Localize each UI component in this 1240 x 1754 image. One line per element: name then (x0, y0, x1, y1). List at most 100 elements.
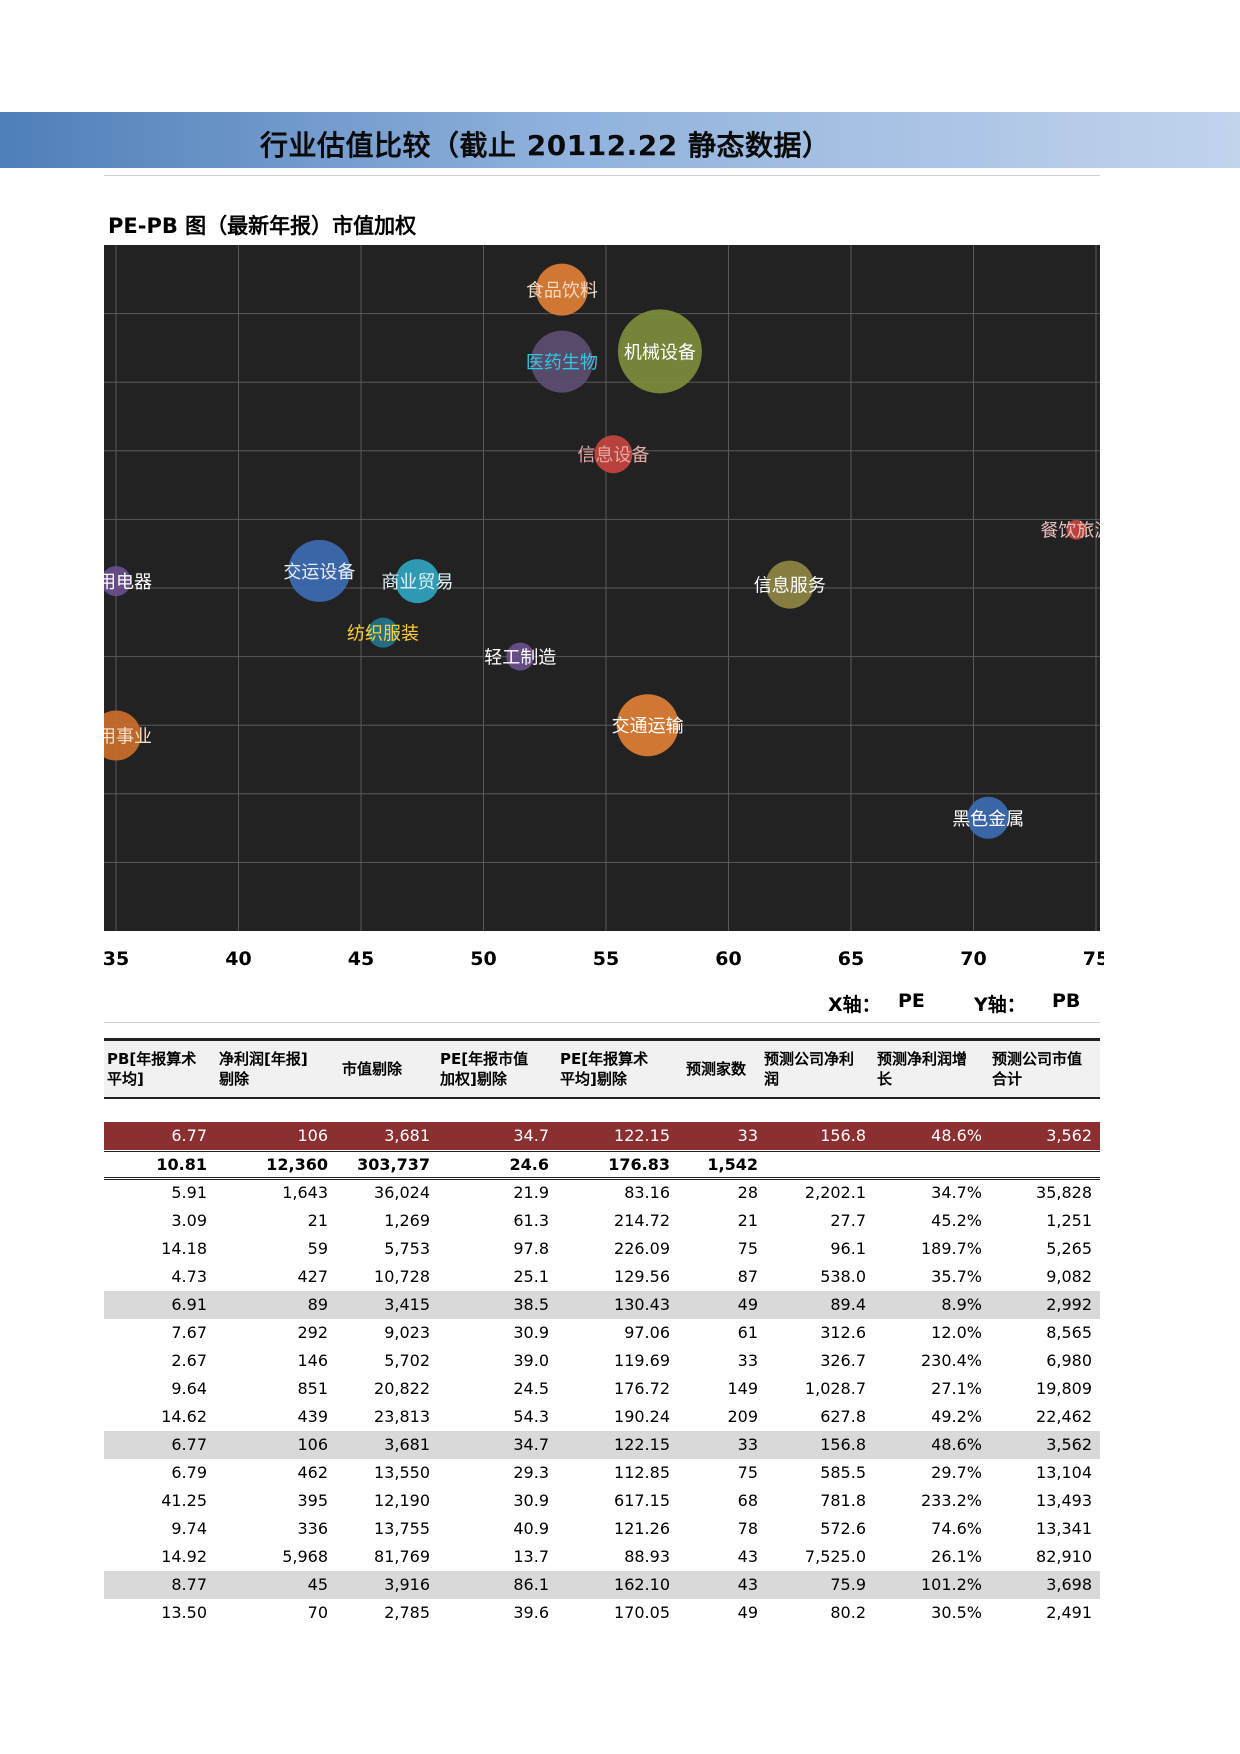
table-cell: 122.15 (614, 1435, 670, 1454)
bubble-7[interactable] (395, 559, 440, 604)
bubble-6[interactable] (288, 539, 351, 602)
table-cell: 41.25 (161, 1491, 207, 1510)
title-band (0, 112, 1240, 168)
table-cell: 24.5 (513, 1379, 549, 1398)
table-cell: 8.9% (941, 1295, 982, 1314)
table-cell: 21 (307, 1211, 328, 1230)
bubble-4[interactable] (1066, 519, 1087, 540)
divider (104, 175, 1100, 176)
column-header[interactable]: 净利润[年报] 剔除 (219, 1049, 308, 1089)
bubble-label-6: 交运设备 (283, 562, 355, 583)
table-cell: 5,265 (1046, 1239, 1092, 1258)
table-row: 14.62 439 23,813 54.3 190.24 209 627.8 49.2% 22,… (104, 1403, 1100, 1431)
bubble-10[interactable] (506, 642, 535, 671)
bubble-3[interactable] (594, 435, 633, 474)
table-cell: 1,643 (282, 1183, 328, 1202)
bubble-0[interactable] (535, 263, 588, 316)
table-cell: 23,813 (374, 1407, 430, 1426)
table-cell: 13,755 (374, 1519, 430, 1538)
table-row: 2.67 146 5,702 39.0 119.69 33 326.7 230.4% 6,980 (104, 1347, 1100, 1375)
x-axis-ticks: 35 40 45 50 55 60 65 70 75 (104, 940, 1104, 970)
table-cell: 312.6 (820, 1323, 866, 1342)
table-cell: 61 (737, 1323, 758, 1342)
table-cell: 2,202.1 (804, 1183, 866, 1202)
bubble-8[interactable] (765, 560, 814, 609)
x-tick-label: 35 (104, 948, 130, 970)
column-header-line: 预测净利润增 (877, 1050, 968, 1068)
column-header[interactable]: 预测公司净利润 (764, 1049, 854, 1089)
table-row: 6.77 106 3,681 34.7 122.15 33 156.8 48.6% 3,562 (104, 1431, 1100, 1459)
table-cell: 21 (737, 1211, 758, 1230)
bubble-label-11: 公用事业 (104, 726, 152, 747)
table-cell: 14.62 (161, 1407, 207, 1426)
table-cell: 162.10 (614, 1575, 670, 1594)
table-cell: 6.77 (171, 1435, 207, 1454)
bubble-label-0: 食品饮料 (526, 281, 598, 302)
table-cell: 439 (297, 1407, 328, 1426)
column-header[interactable]: 预测净利润增长 (877, 1049, 967, 1089)
table-cell: 24.6 (509, 1155, 549, 1174)
table-cell: 87 (737, 1267, 758, 1286)
table-cell: 572.6 (820, 1519, 866, 1538)
table-cell: 48.6% (931, 1435, 982, 1454)
table-row: 8.77 45 3,916 86.1 162.10 43 75.9 101.2% 3,698 (104, 1571, 1100, 1599)
table-cell: 4.73 (171, 1267, 207, 1286)
bubble-9[interactable] (368, 617, 399, 648)
table-cell: 5,968 (282, 1547, 328, 1566)
bubble-5[interactable] (104, 566, 131, 597)
table-row: 13.50 70 2,785 39.6 170.05 49 80.2 30.5% 2,491 (104, 1599, 1100, 1627)
bubble-label-13: 黑色金属 (952, 809, 1024, 830)
table-cell: 214.72 (614, 1211, 670, 1230)
table-cell: 78 (737, 1519, 758, 1538)
column-header[interactable]: 预测公司市值 合计 (992, 1049, 1082, 1089)
column-header-line: PE[年报市值 (440, 1050, 529, 1068)
table-row: 6.91 89 3,415 38.5 130.43 49 89.4 8.9% 2,992 (104, 1291, 1100, 1319)
x-axis-value: PE (898, 990, 925, 1012)
table-row: 9.64 851 20,822 24.5 176.72 149 1,028.7 27.1% 19… (104, 1375, 1100, 1403)
table-cell: 8,565 (1046, 1323, 1092, 1342)
bubble-2[interactable] (617, 309, 702, 394)
table-cell: 30.5% (931, 1603, 982, 1622)
table-cell: 5,753 (384, 1239, 430, 1258)
table-cell: 13,493 (1036, 1491, 1092, 1510)
table-cell: 3,562 (1046, 1126, 1092, 1145)
column-header[interactable]: 预测家数 (686, 1059, 746, 1079)
table-cell: 14.18 (161, 1239, 207, 1258)
y-axis-value: PB (1052, 990, 1081, 1012)
table-cell: 30.9 (513, 1323, 549, 1342)
table-cell: 26.1% (931, 1547, 982, 1566)
table-cell: 39.0 (513, 1351, 549, 1370)
bubble-1[interactable] (530, 330, 593, 393)
table-cell: 35,828 (1036, 1183, 1092, 1202)
table-cell: 146 (297, 1351, 328, 1370)
table-cell: 9,082 (1046, 1267, 1092, 1286)
table-cell: 8.77 (171, 1575, 207, 1594)
column-header[interactable]: 市值剔除 (342, 1059, 402, 1079)
divider (104, 1022, 1100, 1023)
table-cell: 2,992 (1046, 1295, 1092, 1314)
bubble-label-8: 信息服务 (754, 576, 826, 597)
table-cell: 36,024 (374, 1183, 430, 1202)
table-cell: 33 (737, 1435, 758, 1454)
table-cell: 3,562 (1046, 1435, 1092, 1454)
table-cell: 230.4% (920, 1351, 982, 1370)
table-cell: 149 (727, 1379, 758, 1398)
table-cell: 122.15 (614, 1126, 670, 1145)
column-header[interactable]: PE[年报算术 平均]剔除 (560, 1049, 648, 1089)
table-cell: 10,728 (374, 1267, 430, 1286)
table-cell: 3,681 (384, 1435, 430, 1454)
bubble-11[interactable] (104, 710, 141, 761)
table-cell: 156.8 (820, 1126, 866, 1145)
column-header[interactable]: PB[年报算术 平均] (107, 1049, 196, 1089)
column-header[interactable]: PE[年报市值 加权]剔除 (440, 1049, 528, 1089)
table-cell: 9,023 (384, 1323, 430, 1342)
bubble-label-5: 家用电器 (104, 572, 152, 593)
bubble-13[interactable] (967, 796, 1010, 839)
table-cell: 6.77 (171, 1126, 207, 1145)
table-row: 14.92 5,968 81,769 13.7 88.93 43 7,525.0 26.1% 8… (104, 1543, 1100, 1571)
column-header-line: 预测公司市值 (992, 1050, 1083, 1068)
bubble-12[interactable] (616, 694, 679, 757)
table-cell: 233.2% (920, 1491, 982, 1510)
table-cell: 10.81 (156, 1155, 207, 1174)
column-header-line: 剔除 (219, 1070, 250, 1088)
